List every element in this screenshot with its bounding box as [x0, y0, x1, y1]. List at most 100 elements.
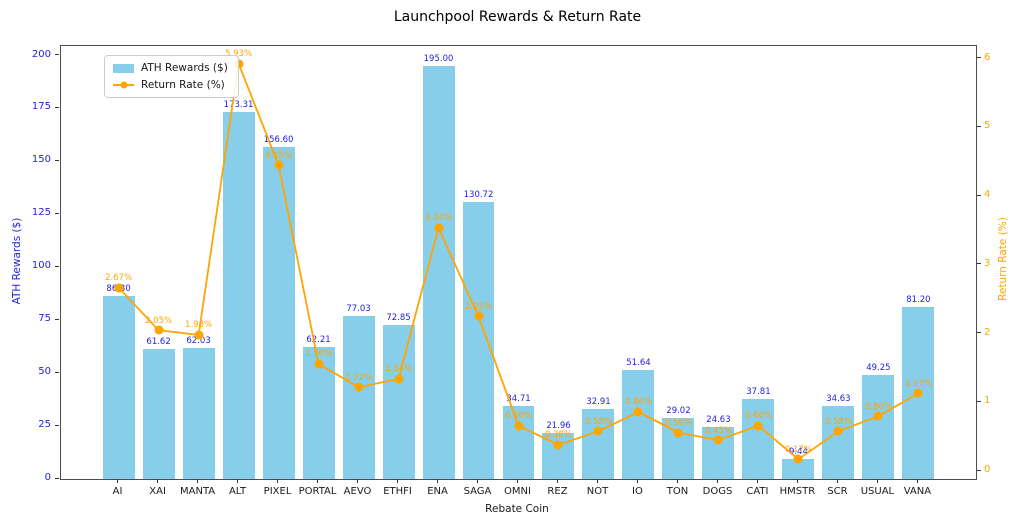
- return-rate-marker: [913, 388, 923, 398]
- x-tick-label-ton: TON: [666, 486, 689, 497]
- x-tick-label-usual: USUAL: [860, 486, 895, 497]
- right-tick-mark: [977, 194, 981, 196]
- x-tick-label-omni: OMNI: [504, 486, 531, 497]
- return-rate-label: 0.86%: [624, 397, 652, 408]
- return-rate-label: 0.80%: [864, 401, 892, 412]
- bar-aevo: [342, 315, 375, 479]
- bar-value-label: 62.21: [306, 335, 331, 346]
- left-tick-mark: [55, 477, 59, 479]
- return-rate-marker: [873, 411, 883, 421]
- plot-area: ATH Rewards ($) Return Rate (%) 86.302.6…: [60, 45, 977, 480]
- x-tick-mark: [916, 479, 918, 483]
- legend-bar-label: ATH Rewards ($): [141, 62, 228, 74]
- x-tick-mark: [596, 479, 598, 483]
- x-tick-label-dogs: DOGS: [702, 486, 733, 497]
- return-rate-label: 0.58%: [584, 416, 612, 427]
- return-rate-label: 3.54%: [425, 213, 453, 224]
- bar-ethfi: [382, 324, 415, 479]
- x-tick-mark: [756, 479, 758, 483]
- x-tick-label-io: IO: [632, 486, 643, 497]
- return-rate-marker: [314, 359, 324, 369]
- left-tick-label: 125: [31, 207, 51, 219]
- x-tick-label-xai: XAI: [149, 486, 166, 497]
- bar-hmstr: [782, 459, 815, 479]
- legend-line-label: Return Rate (%): [141, 79, 225, 91]
- right-tick-mark: [977, 332, 981, 334]
- right-tick-mark: [977, 57, 981, 59]
- x-tick-mark: [836, 479, 838, 483]
- bar-pixel: [262, 147, 295, 479]
- return-rate-marker: [354, 382, 364, 392]
- return-rate-label: 0.66%: [744, 411, 772, 422]
- left-tick-mark: [55, 318, 59, 320]
- return-rate-label: 0.45%: [704, 425, 732, 436]
- x-tick-label-rez: REZ: [547, 486, 568, 497]
- bar-value-label: 156.60: [263, 135, 294, 146]
- return-rate-marker: [593, 426, 603, 436]
- return-rate-label: 4.45%: [265, 150, 293, 161]
- return-rate-marker: [713, 435, 723, 445]
- return-rate-marker: [434, 223, 444, 233]
- right-tick-label: 0: [984, 464, 991, 476]
- right-tick-mark: [977, 400, 981, 402]
- x-tick-label-vana: VANA: [903, 486, 932, 497]
- x-tick-mark: [277, 479, 279, 483]
- return-rate-label: 0.38%: [544, 430, 572, 441]
- left-tick-mark: [55, 159, 59, 161]
- return-rate-marker: [633, 407, 643, 417]
- return-rate-label: 2.05%: [145, 315, 173, 326]
- return-rate-label: 2.67%: [105, 273, 133, 284]
- left-tick-label: 0: [44, 472, 51, 483]
- bar-xai: [142, 348, 175, 479]
- bar-value-label: 34.63: [826, 393, 851, 404]
- x-tick-mark: [357, 479, 359, 483]
- x-tick-label-pixel: PIXEL: [263, 486, 292, 497]
- return-rate-marker: [274, 160, 284, 170]
- x-tick-mark: [237, 479, 239, 483]
- return-rate-marker: [553, 440, 563, 450]
- return-rate-label: 0.58%: [824, 416, 852, 427]
- left-tick-label: 50: [38, 366, 51, 378]
- x-tick-mark: [556, 479, 558, 483]
- left-tick-mark: [55, 371, 59, 373]
- bar-value-label: 195.00: [423, 54, 454, 65]
- bar-value-label: 37.81: [746, 386, 771, 397]
- bar-value-label: 24.63: [706, 414, 731, 425]
- return-rate-marker: [833, 426, 843, 436]
- x-tick-label-ena: ENA: [427, 486, 448, 497]
- return-rate-label: 1.34%: [385, 364, 413, 375]
- right-tick-mark: [977, 469, 981, 471]
- right-tick-label: 2: [984, 326, 991, 338]
- x-tick-label-portal: PORTAL: [298, 486, 337, 497]
- return-rate-marker: [394, 374, 404, 384]
- return-rate-label: 1.98%: [185, 320, 213, 331]
- left-tick-label: 200: [31, 48, 51, 60]
- x-tick-label-ethfi: ETHFI: [383, 486, 412, 497]
- right-tick-mark: [977, 125, 981, 127]
- bar-value-label: 49.25: [866, 362, 891, 373]
- bar-value-label: 72.85: [386, 312, 411, 323]
- bar-saga: [462, 202, 495, 479]
- return-rate-label: 1.13%: [904, 378, 932, 389]
- x-tick-mark: [636, 479, 638, 483]
- bar-manta: [182, 347, 215, 479]
- chart-title: Launchpool Rewards & Return Rate: [393, 9, 642, 25]
- return-rate-label: 5.93%: [225, 49, 253, 60]
- return-rate-marker: [194, 330, 204, 340]
- x-tick-label-alt: ALT: [228, 486, 247, 497]
- left-tick-label: 100: [31, 260, 51, 272]
- return-rate-label: 1.22%: [345, 372, 373, 383]
- x-axis-title: Rebate Coin: [485, 503, 549, 515]
- return-rate-marker: [114, 283, 124, 293]
- right-tick-mark: [977, 263, 981, 265]
- bar-usual: [862, 374, 895, 479]
- bar-ena: [422, 66, 455, 479]
- return-rate-label: 2.25%: [464, 301, 493, 312]
- right-tick-label: 1: [984, 395, 991, 407]
- x-tick-label-ai: AI: [112, 486, 123, 497]
- legend-line-marker-icon: [113, 81, 134, 90]
- legend-item-return-rate: Return Rate (%): [113, 79, 228, 91]
- left-tick-mark: [55, 54, 59, 56]
- bar-alt: [222, 112, 255, 479]
